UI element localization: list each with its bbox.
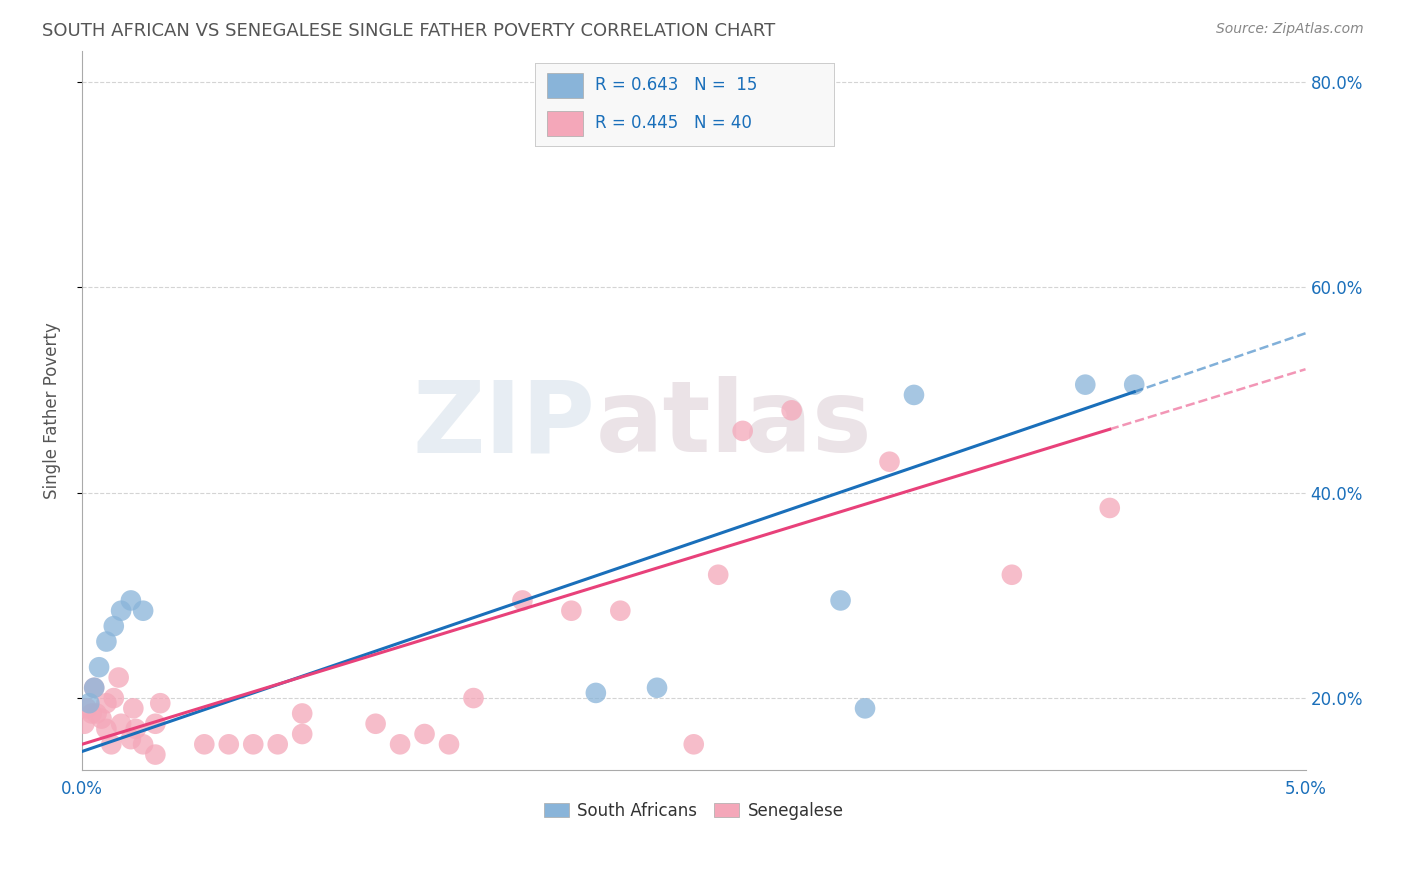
Point xyxy=(364,716,387,731)
Point xyxy=(291,727,314,741)
Point xyxy=(149,696,172,710)
Text: ZIP: ZIP xyxy=(413,376,596,474)
Point xyxy=(413,727,436,741)
Point xyxy=(731,424,754,438)
Point xyxy=(291,706,314,721)
Point xyxy=(103,619,125,633)
Point xyxy=(86,706,108,721)
Point xyxy=(110,604,132,618)
Point xyxy=(80,706,103,721)
Point xyxy=(853,701,876,715)
Point xyxy=(132,604,155,618)
Point xyxy=(1098,500,1121,515)
Point xyxy=(830,593,852,607)
Point xyxy=(122,701,145,715)
Point xyxy=(90,712,112,726)
Point xyxy=(96,634,118,648)
Point xyxy=(437,737,460,751)
Point xyxy=(463,691,485,706)
Point xyxy=(560,604,582,618)
Point xyxy=(107,671,129,685)
Point xyxy=(903,388,925,402)
Point xyxy=(145,716,167,731)
Point xyxy=(1001,567,1024,582)
Point xyxy=(120,732,142,747)
Legend: South Africans, Senegalese: South Africans, Senegalese xyxy=(537,795,851,826)
Point xyxy=(242,737,264,751)
Point xyxy=(193,737,215,751)
Point xyxy=(87,660,110,674)
Point xyxy=(76,701,98,715)
Point xyxy=(682,737,704,751)
Point xyxy=(125,722,148,736)
Point xyxy=(267,737,290,751)
Point xyxy=(103,691,125,706)
Point xyxy=(1123,377,1146,392)
Y-axis label: Single Father Poverty: Single Father Poverty xyxy=(44,322,60,499)
Point xyxy=(512,593,534,607)
Point xyxy=(73,716,96,731)
Point xyxy=(110,716,132,731)
Point xyxy=(96,722,118,736)
Point xyxy=(218,737,240,751)
Point xyxy=(707,567,730,582)
Point xyxy=(585,686,607,700)
Point xyxy=(96,696,118,710)
Point xyxy=(132,737,155,751)
Text: atlas: atlas xyxy=(596,376,873,474)
Text: SOUTH AFRICAN VS SENEGALESE SINGLE FATHER POVERTY CORRELATION CHART: SOUTH AFRICAN VS SENEGALESE SINGLE FATHE… xyxy=(42,22,776,40)
Point xyxy=(780,403,803,417)
Point xyxy=(609,604,631,618)
Text: Source: ZipAtlas.com: Source: ZipAtlas.com xyxy=(1216,22,1364,37)
Point xyxy=(83,681,105,695)
Point xyxy=(145,747,167,762)
Point xyxy=(79,696,101,710)
Point xyxy=(389,737,412,751)
Point xyxy=(645,681,668,695)
Point xyxy=(879,455,901,469)
Point xyxy=(120,593,142,607)
Point xyxy=(100,737,122,751)
Point xyxy=(83,681,105,695)
Point xyxy=(1074,377,1097,392)
